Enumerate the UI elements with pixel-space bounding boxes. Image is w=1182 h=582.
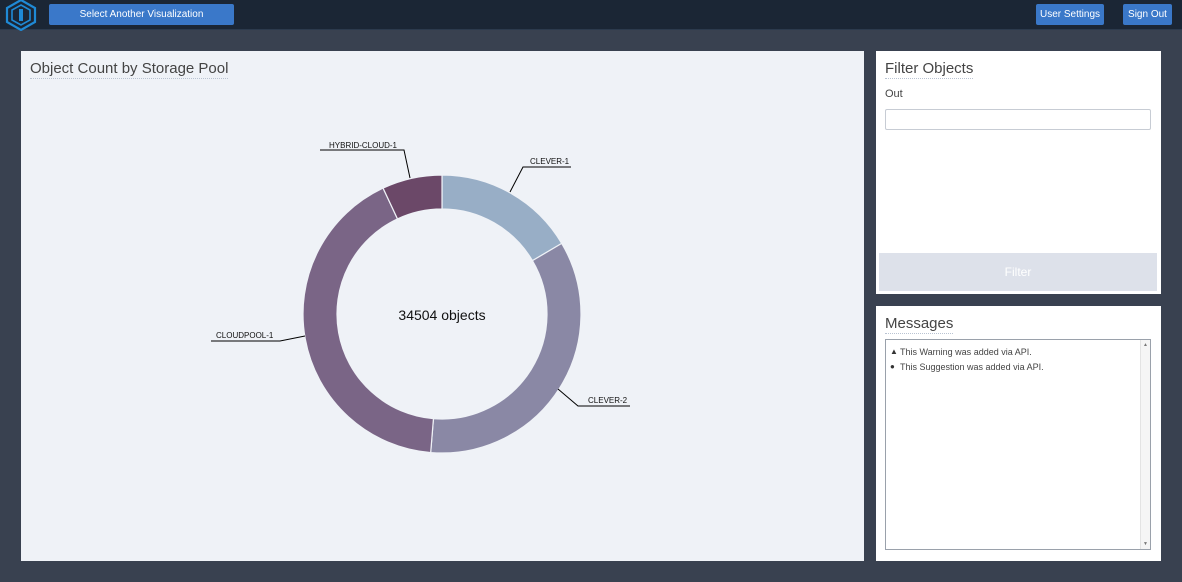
scroll-down-icon[interactable]: ▼ bbox=[1143, 541, 1148, 547]
slice-label-clever-1: CLEVER-1 bbox=[530, 157, 570, 166]
chart-panel: Object Count by Storage Pool CLEVER-1 CLE… bbox=[21, 51, 864, 561]
chart-title: Object Count by Storage Pool bbox=[30, 60, 229, 79]
message-item-warning: ▲ This Warning was added via API. bbox=[890, 344, 1138, 360]
leader-line-clever-1 bbox=[509, 166, 571, 193]
donut-slice-clever-2[interactable] bbox=[430, 242, 582, 454]
leader-line-cloudpool-1 bbox=[211, 335, 306, 342]
messages-list-box[interactable]: ▲ This Warning was added via API. ● This… bbox=[885, 339, 1151, 550]
slice-label-clever-2: CLEVER-2 bbox=[588, 396, 628, 405]
slice-label-hybrid-cloud-1: HYBRID-CLOUD-1 bbox=[329, 141, 398, 150]
hexagon-logo-icon[interactable] bbox=[4, 0, 38, 31]
messages-scrollbar[interactable]: ▲ ▼ bbox=[1140, 340, 1150, 549]
message-text: This Suggestion was added via API. bbox=[900, 362, 1044, 373]
filter-field-label: Out bbox=[885, 88, 903, 100]
filter-title: Filter Objects bbox=[885, 60, 974, 79]
message-item-suggestion: ● This Suggestion was added via API. bbox=[890, 360, 1138, 376]
messages-list: ▲ This Warning was added via API. ● This… bbox=[890, 344, 1138, 375]
leader-line-hybrid-cloud-1 bbox=[320, 149, 411, 179]
user-settings-button[interactable]: User Settings bbox=[1036, 4, 1104, 25]
donut-slice-clever-1[interactable] bbox=[441, 174, 563, 262]
filter-button[interactable]: Filter bbox=[879, 253, 1157, 291]
top-bar: Select Another Visualization User Settin… bbox=[0, 0, 1182, 31]
sign-out-button[interactable]: Sign Out bbox=[1123, 4, 1172, 25]
leader-line-clever-2 bbox=[557, 388, 630, 407]
select-visualization-button[interactable]: Select Another Visualization bbox=[49, 4, 234, 25]
filter-panel: Filter Objects Out Filter bbox=[876, 51, 1161, 294]
messages-panel: Messages ▲ This Warning was added via AP… bbox=[876, 306, 1161, 561]
donut-slice-hybrid-cloud-1[interactable] bbox=[382, 174, 443, 220]
warning-icon: ▲ bbox=[890, 346, 898, 356]
slice-label-cloudpool-1: CLOUDPOOL-1 bbox=[216, 331, 274, 340]
donut-center-label: 34504 objects bbox=[398, 307, 485, 323]
donut-chart: CLEVER-1 CLEVER-2 CLOUDPOOL-1 HYBRID-CLOUD-… bbox=[211, 141, 630, 454]
message-text: This Warning was added via API. bbox=[900, 346, 1032, 357]
scroll-up-icon[interactable]: ▲ bbox=[1143, 342, 1148, 348]
filter-out-input[interactable] bbox=[885, 109, 1151, 130]
messages-title: Messages bbox=[885, 315, 954, 334]
donut-slice-cloudpool-1[interactable] bbox=[302, 187, 435, 454]
suggestion-icon: ● bbox=[890, 362, 895, 372]
